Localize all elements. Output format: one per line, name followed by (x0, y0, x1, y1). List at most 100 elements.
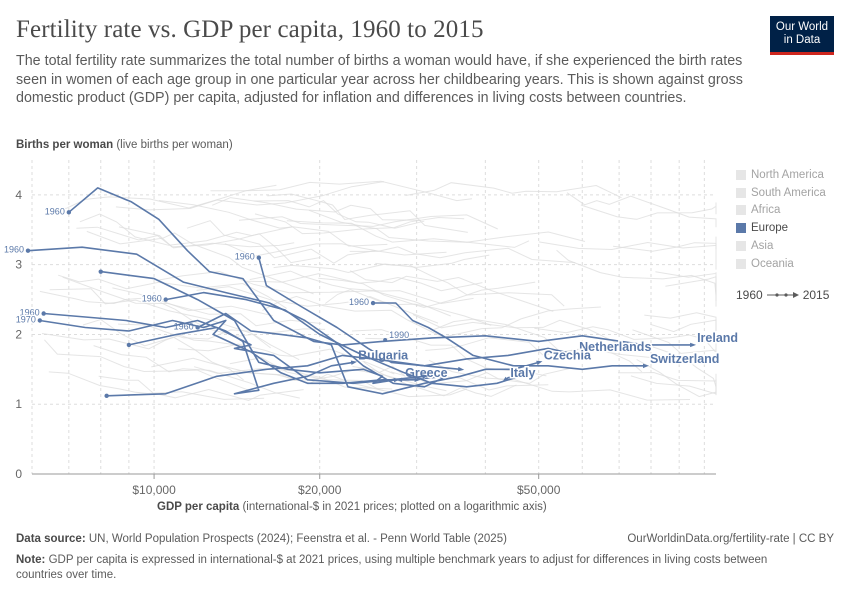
background-trajectory (82, 318, 244, 381)
background-trajectory (49, 288, 300, 361)
start-year-label: 1970 (16, 314, 36, 324)
footer-source-label: Data source: (16, 533, 86, 545)
legend-item-north-america[interactable]: North America (736, 166, 826, 184)
year-marker-label: 1990 (389, 330, 409, 340)
background-trajectory (229, 357, 467, 398)
background-trajectory (254, 213, 465, 235)
end-arrow (458, 366, 465, 372)
owid-logo[interactable]: Our World in Data (770, 16, 834, 55)
footer-note-label: Note: (16, 554, 46, 566)
background-trajectory (665, 276, 717, 307)
background-trajectory (212, 197, 421, 221)
series-hungary (126, 326, 429, 385)
chart-subtitle: The total fertility rate summarizes the … (16, 53, 743, 107)
background-trajectory (630, 375, 717, 396)
series-end-label: Switzerland (650, 352, 719, 366)
y-tick-label: 4 (15, 188, 22, 202)
end-arrow (350, 360, 358, 365)
background-trajectory (86, 230, 314, 295)
background-trajectory (617, 371, 717, 395)
background-trajectory (267, 193, 468, 233)
background-trajectory (363, 361, 549, 391)
background-trajectory (580, 202, 717, 220)
end-arrow (536, 360, 543, 365)
start-year-label: 1960 (45, 206, 65, 216)
series-line (106, 354, 461, 397)
series-end-label: Netherlands (579, 340, 651, 354)
background-trajectory (253, 200, 425, 229)
end-arrow (422, 374, 429, 379)
end-arrow (643, 363, 649, 369)
series-line (197, 312, 539, 395)
background-trajectory (186, 220, 376, 264)
series-line (100, 270, 396, 385)
background-trajectory (53, 184, 277, 210)
legend-swatch (736, 187, 746, 198)
background-trajectory (118, 226, 321, 264)
footer-url[interactable]: OurWorldinData.org/fertility-rate | CC B… (627, 533, 834, 545)
background-trajectory (405, 182, 622, 199)
series-line (27, 246, 448, 388)
background-trajectory (58, 274, 287, 309)
footer-note-text: GDP per capita is expressed in internati… (16, 554, 768, 581)
background-trajectory (425, 337, 660, 359)
legend-swatch (736, 169, 746, 180)
legend-label: South America (751, 186, 826, 199)
series-end-label: Italy (510, 366, 535, 380)
start-year-label: 1960 (4, 245, 24, 255)
y-tick-label: 2 (15, 327, 22, 341)
timeline-end: 2015 (802, 288, 830, 302)
legend: North America South America Africa Europ… (736, 166, 826, 273)
background-trajectory (556, 249, 717, 301)
series-line (39, 319, 417, 385)
series-italy: 1960 Italy (140, 291, 537, 388)
background-trajectory (375, 262, 565, 307)
series-line (373, 302, 645, 371)
background-trajectory (433, 318, 643, 373)
background-trajectory (48, 371, 265, 400)
background-trajectory (210, 180, 473, 202)
start-point (66, 210, 72, 215)
legend-item-europe[interactable]: Europe (736, 219, 826, 237)
end-arrow (414, 377, 421, 382)
background-trajectory (239, 369, 447, 392)
background-trajectory (538, 236, 717, 251)
start-point (98, 269, 103, 274)
y-tick-label: 3 (15, 258, 22, 272)
background-trajectory (98, 375, 304, 402)
chart-title: Fertility rate vs. GDP per capita, 1960 … (16, 16, 484, 43)
x-axis-title: GDP per capita (international-$ in 2021 … (157, 501, 547, 513)
legend-item-oceania[interactable]: Oceania (736, 255, 826, 273)
series-netherlands: 1960 Netherlands (234, 250, 653, 367)
background-trajectory (158, 200, 388, 247)
x-tick-label: $50,000 (517, 483, 561, 497)
series-line (128, 326, 425, 385)
start-year-label: 1960 (349, 297, 369, 307)
legend-item-south-america[interactable]: South America (736, 184, 826, 202)
legend-item-africa[interactable]: Africa (736, 202, 826, 220)
footer-source: Data source: UN, World Population Prospe… (16, 533, 507, 545)
y-axis-title-unit: (live births per woman) (116, 139, 233, 151)
start-point (256, 255, 262, 260)
start-point (37, 318, 43, 323)
legend-label: Asia (751, 240, 774, 253)
legend-swatch (736, 258, 746, 269)
legend-item-asia[interactable]: Asia (736, 237, 826, 255)
end-arrow (690, 342, 697, 348)
legend-label: Oceania (751, 257, 794, 270)
background-trajectory (41, 333, 243, 350)
background-trajectory (115, 181, 385, 211)
background-trajectory (39, 290, 273, 317)
year-marker (383, 338, 388, 343)
background-trajectory (351, 329, 547, 377)
background-trajectory (79, 213, 293, 246)
background-trajectory (238, 214, 499, 230)
series-end-label: Ireland (697, 331, 738, 345)
background-trajectory (286, 220, 530, 248)
background-trajectory (650, 319, 717, 341)
end-arrow (571, 351, 579, 356)
legend-swatch (736, 223, 746, 234)
start-point (370, 300, 376, 306)
background-trajectory (534, 326, 717, 353)
background-trajectory (76, 226, 295, 249)
